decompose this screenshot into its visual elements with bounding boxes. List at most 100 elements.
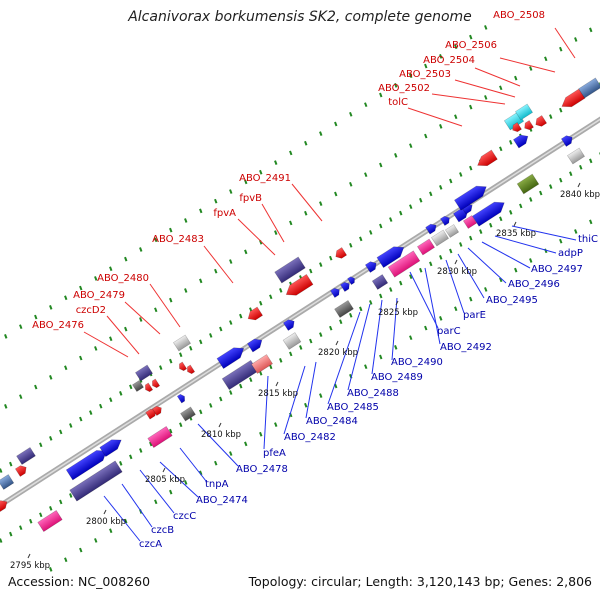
tick-mark [339,319,343,325]
dark-gene-feature [334,300,354,318]
tick-mark [449,178,453,184]
gray-gene-feature [430,229,450,247]
tick-mark [454,44,458,50]
tick-mark [49,567,53,572]
tick-mark [219,396,223,402]
blue-gene-label: czcA [139,539,162,550]
tick-mark [79,355,83,361]
blue-callout-line [445,259,465,314]
tick-mark [129,384,133,390]
tick-mark [29,518,33,524]
tick-mark [469,165,473,171]
tick-mark [94,538,98,543]
red-callout-line [106,315,140,355]
tick-mark [484,287,488,292]
tick-mark [154,499,158,505]
tick-mark [19,324,23,330]
tick-mark [519,203,523,209]
blue-callout-line [305,361,317,419]
tick-mark [559,107,563,113]
tick-mark [574,37,578,42]
tick-mark [589,27,593,33]
tick-mark [149,441,153,447]
kbp-label: 2820 kbp [318,348,358,358]
red-gene-feature [179,361,188,372]
tick-mark [349,242,353,248]
pink-gene-feature [462,215,478,229]
tick-mark [319,201,323,206]
tick-mark [214,268,218,274]
tick-mark [139,448,143,453]
tick-mark [394,153,398,158]
blue-callout-line [139,469,175,514]
tick-mark [274,230,278,235]
tick-mark [179,352,183,358]
tick-mark [154,237,158,243]
tick-mark [69,493,73,498]
tick-mark [484,95,488,100]
blue-callout-line [327,311,361,405]
tick-mark [499,216,503,222]
tick-mark [109,528,113,534]
tick-mark [499,85,503,91]
tick-mark [229,189,233,194]
tick-mark [589,219,593,225]
tick-mark [49,305,53,310]
tick-mark [559,177,563,183]
kbp-label: 2810 kbp [201,430,241,440]
tick-mark [289,150,293,156]
blue-gene-feature [246,338,263,353]
pink-gene-feature [416,238,436,256]
pink-gene-feature [387,250,421,278]
tick-mark [274,422,278,427]
blue-gene-feature [65,450,107,481]
tick-mark [439,54,443,59]
blue-gene-label: tnpA [205,479,229,490]
tick-mark [259,169,263,175]
tick-mark [309,268,313,274]
red-callout-line [203,245,234,284]
blue-callout-line [409,271,439,329]
tick-mark [199,208,203,214]
tick-mark [184,480,188,485]
tick-mark [529,197,533,202]
blue-gene-label: thiC [578,234,598,245]
steel-gene-feature [0,474,15,490]
tick-mark [364,102,368,108]
blue-gene-feature [347,276,355,285]
blue-gene-feature [282,319,295,331]
blue-gene-feature [560,135,573,147]
tick-mark [549,184,553,189]
tick-mark [409,335,413,341]
tick-mark [94,276,98,281]
red-gene-label: ABO_2502 [378,83,430,94]
kbp-tick [335,340,339,346]
tick-mark [279,288,283,293]
purple-gene-feature [69,460,123,502]
tick-mark [199,278,203,284]
blue-gene-feature [454,185,487,211]
tick-mark [189,345,193,351]
tick-mark [509,140,513,145]
tick-mark [214,460,218,466]
tick-mark [449,248,453,254]
tick-mark [359,306,363,312]
kbp-tick [103,509,107,515]
blue-callout-line [159,461,199,498]
red-gene-label: ABO_2491 [239,173,291,184]
tick-mark [124,326,128,332]
tick-mark [514,267,518,273]
tick-mark [244,179,248,185]
red-callout-line [149,283,181,328]
tick-mark [239,313,243,319]
tick-mark [409,274,413,280]
tick-mark [154,307,158,313]
tick-mark [424,133,428,139]
blue-gene-feature [452,208,469,223]
red-callout-line [83,331,129,358]
tick-mark [49,506,53,511]
red-gene-feature [145,382,154,393]
tick-mark [569,171,573,177]
tick-mark [559,46,563,52]
blue-callout-line [121,483,153,528]
